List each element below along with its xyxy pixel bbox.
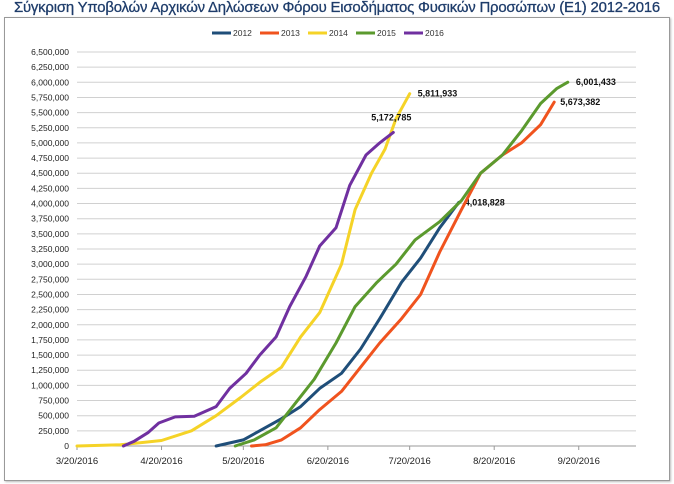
series-line-2015 — [233, 80, 570, 448]
y-tick-label: 5,000,000 — [31, 138, 69, 148]
y-tick-label: 1,750,000 — [31, 335, 69, 345]
x-tick-label: 6/20/2016 — [307, 456, 349, 467]
legend-item-2014: 2014 — [308, 28, 348, 38]
y-tick-label: 1,500,000 — [31, 350, 69, 360]
series-line-2012 — [214, 200, 461, 448]
y-tick-label: 4,500,000 — [31, 168, 69, 178]
y-tick-label: 6,500,000 — [31, 47, 69, 57]
y-tick-label: 500,000 — [38, 411, 69, 421]
data-label-2015: 6,001,433 — [576, 77, 616, 87]
y-tick-label: 2,500,000 — [31, 289, 69, 299]
data-label-2016: 5,172,785 — [371, 112, 411, 122]
data-label-2014: 5,811,933 — [418, 89, 458, 99]
y-tick-label: 250,000 — [38, 426, 69, 436]
x-tick-label: 9/20/2016 — [558, 456, 600, 467]
y-tick-label: 5,250,000 — [31, 123, 69, 133]
x-tick-label: 7/20/2016 — [389, 456, 431, 467]
y-tick-label: 0 — [64, 441, 69, 451]
y-tick-label: 3,750,000 — [31, 214, 69, 224]
y-tick-label: 2,000,000 — [31, 320, 69, 330]
y-tick-label: 4,250,000 — [31, 183, 69, 193]
y-tick-label: 3,000,000 — [31, 259, 69, 269]
legend-item-2012: 2012 — [212, 28, 252, 38]
legend-item-2015: 2015 — [356, 28, 396, 38]
x-tick-label: 4/20/2016 — [140, 456, 182, 467]
legend-label: 2013 — [281, 28, 300, 38]
y-tick-label: 750,000 — [38, 396, 69, 406]
y-tick-label: 4,750,000 — [31, 153, 69, 163]
data-label-2012: 4,018,828 — [465, 197, 505, 207]
y-tick-label: 3,250,000 — [31, 244, 69, 254]
legend-label: 2015 — [377, 28, 396, 38]
series-line-2013 — [250, 100, 556, 448]
series-line-2016 — [121, 130, 395, 448]
y-tick-label: 1,250,000 — [31, 365, 69, 375]
legend-item-2013: 2013 — [260, 28, 300, 38]
y-tick-label: 4,000,000 — [31, 199, 69, 209]
y-tick-label: 6,000,000 — [31, 77, 69, 87]
chart-title: Σύγκριση Υποβολών Αρχικών Δηλώσεων Φόρου… — [13, 0, 661, 16]
y-tick-label: 5,500,000 — [31, 108, 69, 118]
x-tick-label: 8/20/2016 — [473, 456, 515, 467]
legend-item-2016: 2016 — [404, 28, 444, 38]
legend-label: 2012 — [233, 28, 252, 38]
chart-frame — [4, 17, 670, 481]
series-line-2014 — [75, 92, 412, 448]
y-tick-label: 1,000,000 — [31, 380, 69, 390]
y-tick-label: 2,250,000 — [31, 305, 69, 315]
x-tick-label: 5/20/2016 — [222, 456, 264, 467]
y-tick-label: 6,250,000 — [31, 62, 69, 72]
y-tick-label: 2,750,000 — [31, 274, 69, 284]
y-tick-label: 5,750,000 — [31, 92, 69, 102]
legend-label: 2016 — [425, 28, 444, 38]
x-tick-label: 3/20/2016 — [56, 456, 98, 467]
legend-label: 2014 — [329, 28, 348, 38]
data-label-2013: 5,673,382 — [560, 97, 600, 107]
y-tick-label: 3,500,000 — [31, 229, 69, 239]
